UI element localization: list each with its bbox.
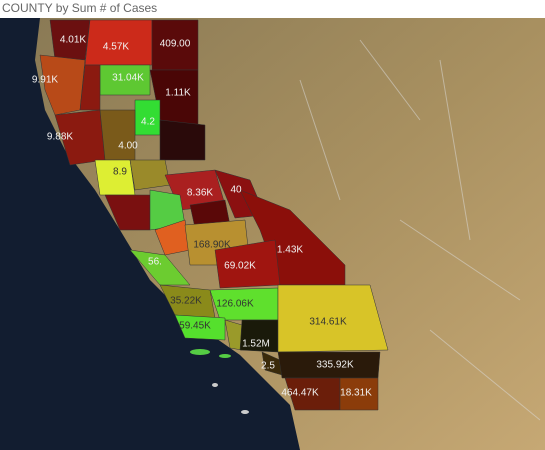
- county-label: 69.02K: [224, 261, 256, 272]
- county-label: 314.61K: [309, 317, 347, 328]
- county-label: 18.31K: [340, 388, 372, 399]
- county-label: 8.36K: [187, 188, 213, 199]
- county-label: 9.91K: [32, 75, 58, 86]
- visual-title: COUNTY by Sum # of Cases: [2, 1, 157, 15]
- islands: [190, 349, 249, 414]
- borders: [299, 39, 541, 421]
- county-label: 9.88K: [47, 132, 73, 143]
- county-label: 4.57K: [103, 42, 129, 53]
- county-label: 4.01K: [60, 35, 86, 46]
- county-label: 8.9: [113, 167, 127, 178]
- county-label: 35.22K: [170, 296, 202, 307]
- county-label: 4.2: [141, 117, 155, 128]
- county-label: 59.45K: [179, 321, 211, 332]
- counties: [39, 19, 389, 411]
- county-label: 56.: [148, 257, 162, 268]
- county-label: 168.90K: [193, 240, 231, 251]
- county-label: 464.47K: [281, 388, 319, 399]
- county-label: 335.92K: [316, 360, 354, 371]
- county-label: 126.06K: [216, 299, 254, 310]
- county-label: 1.43K: [277, 245, 303, 256]
- county-label: 2.5: [261, 361, 275, 372]
- county-label: 1.52M: [242, 339, 270, 350]
- county-label: 4.00: [118, 141, 138, 152]
- county-label: 1.11K: [165, 88, 191, 99]
- county-label: 409.00: [160, 39, 191, 50]
- county-labels: 4.01K 4.57K 409.00 9.91K 31.04K 1.11K 4.…: [32, 35, 372, 399]
- county-label: 31.04K: [112, 73, 144, 84]
- county-label: 40: [230, 185, 242, 196]
